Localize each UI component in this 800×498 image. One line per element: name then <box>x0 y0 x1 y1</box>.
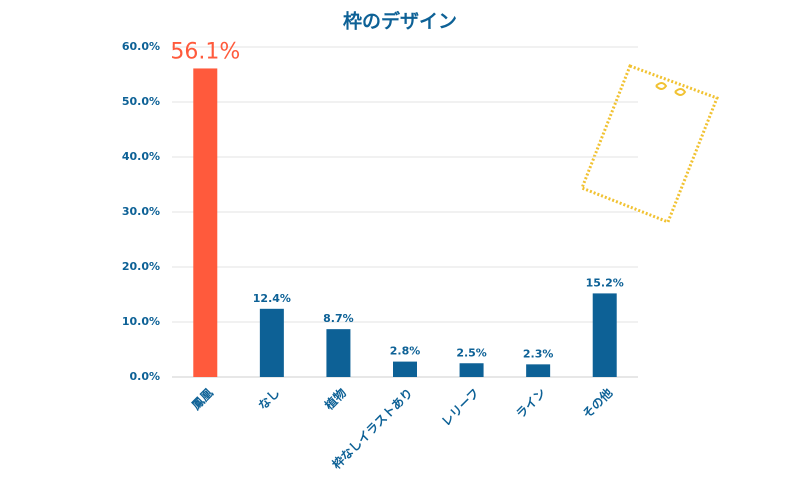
chart-title: 枠のデザイン <box>343 10 457 33</box>
x-tick-label: その他 <box>579 385 615 421</box>
bar <box>326 329 351 377</box>
y-tick-label: 50.0% <box>122 95 160 108</box>
bar <box>393 361 417 377</box>
y-tick-label: 10.0% <box>122 315 160 328</box>
x-tick-label: 鳳凰 <box>188 385 216 413</box>
y-tick-label: 40.0% <box>122 150 160 163</box>
x-tick-label: レリーフ <box>439 386 482 429</box>
value-label: 15.2% <box>586 276 624 289</box>
x-tick-label: 植物 <box>321 385 349 413</box>
x-tick-label: なし <box>256 386 283 413</box>
value-label: 2.8% <box>390 345 421 358</box>
decoration-ornament <box>655 82 687 96</box>
bar <box>526 364 551 377</box>
bar <box>459 363 484 377</box>
value-label: 12.4% <box>253 292 291 305</box>
y-tick-label: 60.0% <box>122 40 160 53</box>
y-tick-label: 0.0% <box>129 370 160 383</box>
decoration-frame <box>580 64 719 224</box>
x-tick-label: ライン <box>513 386 548 421</box>
value-label: 56.1% <box>170 39 240 64</box>
bar <box>259 308 284 377</box>
y-tick-label: 30.0% <box>122 205 160 218</box>
bar <box>193 68 218 377</box>
value-label: 2.5% <box>456 346 487 359</box>
value-label: 8.7% <box>323 312 354 325</box>
y-tick-label: 20.0% <box>122 260 160 273</box>
frame-decoration <box>580 64 719 224</box>
bar <box>592 293 617 377</box>
value-label: 2.3% <box>523 347 554 360</box>
